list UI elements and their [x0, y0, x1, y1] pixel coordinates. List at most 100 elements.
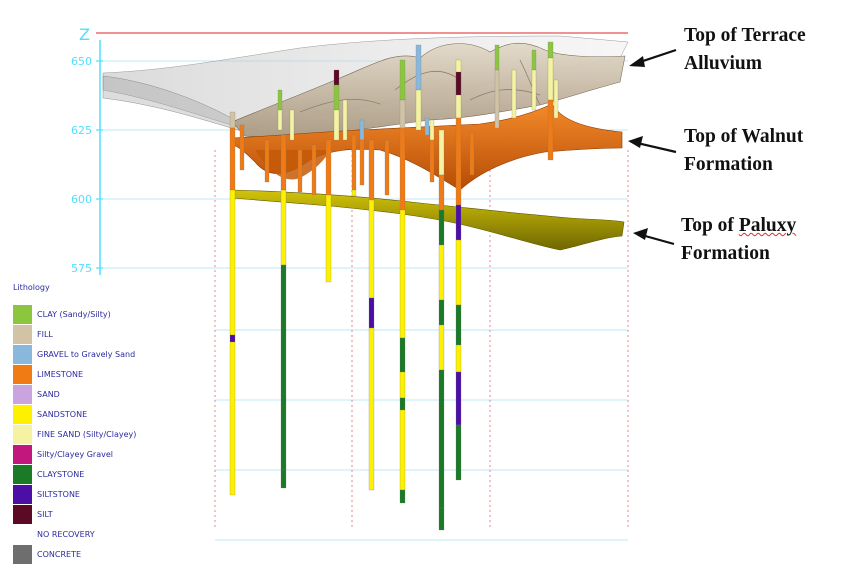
legend-label: Silty/Clayey Gravel — [37, 449, 114, 459]
borehole-interval — [438, 324, 445, 371]
borehole — [239, 124, 245, 171]
borehole — [415, 44, 422, 131]
legend-label: GRAVEL to Gravely Sand — [37, 349, 136, 359]
borehole-interval — [429, 139, 435, 183]
borehole — [438, 129, 445, 531]
borehole-interval — [553, 79, 559, 119]
z-axis-tick-label: 600 — [71, 193, 92, 206]
borehole — [368, 139, 375, 491]
legend-swatch — [13, 424, 32, 444]
borehole-interval — [229, 127, 236, 191]
borehole-interval — [429, 119, 435, 141]
borehole-interval — [229, 341, 236, 496]
borehole-interval — [455, 239, 462, 306]
borehole-interval — [455, 71, 462, 96]
borehole-interval — [455, 344, 462, 373]
borehole-interval — [297, 149, 303, 193]
borehole-interval — [229, 111, 236, 129]
borehole-interval — [229, 189, 236, 336]
borehole — [399, 59, 406, 504]
walnut-lobe-left — [255, 150, 330, 180]
borehole — [384, 139, 390, 196]
borehole — [280, 134, 287, 489]
legend-item: CONCRETE — [13, 544, 213, 564]
borehole — [289, 109, 295, 141]
callout-terrace-alluvium: Top of Terrace Alluvium — [684, 22, 806, 78]
borehole — [264, 139, 270, 183]
callout-paluxy-formation: Top of Paluxy Formation — [681, 212, 796, 268]
borehole-interval — [424, 117, 430, 136]
callout-walnut-line1: Top of Walnut — [684, 126, 804, 147]
borehole — [333, 69, 340, 141]
borehole — [547, 41, 554, 161]
borehole-interval — [455, 371, 462, 426]
borehole-interval — [494, 69, 500, 129]
borehole-interval — [384, 139, 390, 196]
borehole — [531, 49, 537, 111]
borehole-interval — [438, 174, 445, 211]
borehole — [351, 134, 357, 197]
legend-item: GRAVEL to Gravely Sand — [13, 344, 213, 364]
legend-label: CONCRETE — [37, 549, 82, 559]
borehole — [553, 79, 559, 119]
borehole — [297, 149, 303, 193]
callout-walnut-formation: Top of Walnut Formation — [684, 123, 803, 179]
borehole-interval — [359, 119, 365, 141]
borehole-interval — [325, 139, 332, 196]
borehole — [359, 119, 365, 186]
legend-swatch — [13, 344, 32, 364]
callout-paluxy-line1: Top of Paluxy — [681, 215, 797, 236]
borehole-interval — [277, 109, 283, 131]
borehole — [511, 69, 517, 119]
borehole-interval — [438, 299, 445, 326]
borehole-interval — [438, 209, 445, 246]
borehole-interval — [368, 139, 375, 201]
legend-item: CLAY (Sandy/Silty) — [13, 304, 213, 324]
legend-item: LIMESTONE — [13, 364, 213, 384]
borehole-interval — [511, 69, 517, 119]
legend-label: SANDSTONE — [37, 409, 88, 419]
borehole — [277, 89, 283, 131]
legend-swatch — [13, 324, 32, 344]
borehole-interval — [494, 44, 500, 71]
z-axis-label: Z — [79, 25, 90, 44]
borehole-interval — [455, 204, 462, 241]
callout-walnut-line2: Formation — [684, 154, 773, 175]
borehole-interval — [333, 84, 340, 111]
borehole-interval — [359, 139, 365, 186]
legend-item: SANDSTONE — [13, 404, 213, 424]
borehole-interval — [438, 507, 445, 531]
legend-label: LIMESTONE — [37, 369, 84, 379]
borehole-interval — [239, 124, 245, 171]
arrow-walnut — [628, 136, 677, 154]
borehole-interval — [333, 109, 340, 141]
arrow-terrace — [629, 48, 677, 67]
borehole — [342, 99, 348, 141]
borehole-interval — [289, 109, 295, 141]
callout-paluxy-line2: Formation — [681, 243, 770, 264]
borehole-interval — [399, 337, 406, 373]
borehole-interval — [399, 209, 406, 339]
legend-swatch — [13, 504, 32, 524]
borehole-interval — [469, 131, 475, 176]
borehole-interval — [368, 199, 375, 299]
borehole-interval — [280, 264, 287, 471]
borehole-interval — [415, 44, 422, 91]
legend-swatch — [13, 524, 32, 544]
callout-terrace-line1: Top of Terrace — [684, 25, 806, 46]
borehole — [494, 44, 500, 129]
borehole — [469, 131, 475, 176]
borehole — [325, 139, 332, 283]
borehole-interval — [399, 371, 406, 399]
borehole-interval — [531, 69, 537, 111]
legend-label: SILTSTONE — [37, 489, 80, 499]
legend-swatch — [13, 544, 32, 564]
borehole-interval — [455, 117, 462, 206]
borehole-interval — [229, 334, 236, 343]
callout-terrace-line2: Alluvium — [684, 53, 763, 74]
borehole-interval — [547, 57, 554, 101]
legend-label: CLAY (Sandy/Silty) — [37, 309, 111, 319]
borehole-interval — [277, 89, 283, 111]
legend-item: CLAYSTONE — [13, 464, 213, 484]
legend-item: NO RECOVERY — [13, 524, 213, 544]
